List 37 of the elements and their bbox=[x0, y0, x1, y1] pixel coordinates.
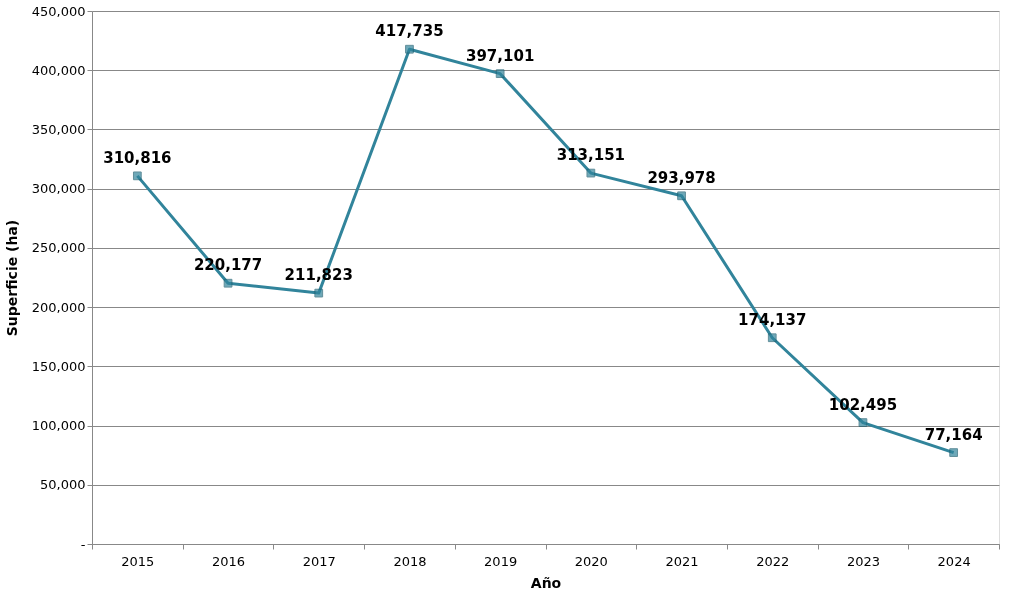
data-label: 293,978 bbox=[647, 168, 716, 187]
point bbox=[858, 418, 868, 427]
x-tick-label: 2022 bbox=[756, 553, 790, 569]
x-tick-label: 2024 bbox=[937, 553, 971, 569]
y-tick-label: 350,000 bbox=[31, 121, 86, 137]
point bbox=[314, 288, 324, 298]
point bbox=[767, 333, 777, 343]
x-tick-label: 2018 bbox=[393, 553, 427, 569]
point bbox=[495, 69, 505, 79]
x-tick-label: 2015 bbox=[121, 553, 155, 569]
data-label: 310,816 bbox=[103, 148, 172, 167]
x-axis-title: Año bbox=[530, 574, 562, 591]
x-tick-label: 2023 bbox=[846, 553, 880, 569]
y-tick-label: 200,000 bbox=[31, 299, 86, 315]
y-tick-label: 300,000 bbox=[31, 181, 86, 197]
point bbox=[586, 168, 596, 178]
y-tick-label: 50,000 bbox=[40, 477, 86, 493]
y-tick-label: 450,000 bbox=[31, 3, 86, 19]
y-tick-label: - bbox=[80, 536, 86, 552]
point bbox=[132, 171, 142, 181]
point bbox=[405, 44, 414, 54]
data-label: 77,164 bbox=[924, 425, 983, 444]
point bbox=[677, 191, 686, 201]
point bbox=[949, 448, 959, 457]
point bbox=[223, 278, 233, 288]
y-tick-label: 400,000 bbox=[31, 62, 86, 78]
data-label: 397,101 bbox=[465, 46, 535, 65]
y-tick-label: 100,000 bbox=[31, 418, 86, 434]
x-tick-label: 2021 bbox=[665, 553, 699, 569]
x-tick-label: 2016 bbox=[212, 553, 246, 569]
y-tick-label: 150,000 bbox=[31, 358, 86, 374]
y-tick-label: 250,000 bbox=[31, 240, 86, 256]
x-tick-label: 2019 bbox=[484, 553, 518, 569]
data-label: 417,735 bbox=[375, 22, 444, 41]
y-axis-title: Superficie (ha) bbox=[3, 219, 20, 337]
x-tick-label: 2020 bbox=[574, 553, 608, 569]
x-tick-label: 2017 bbox=[302, 553, 336, 569]
